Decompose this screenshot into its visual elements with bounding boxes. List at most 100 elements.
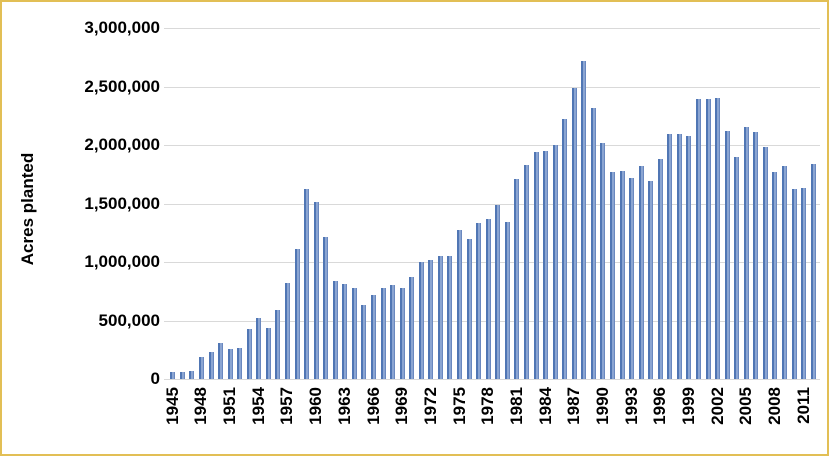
bar-1986 <box>562 119 567 379</box>
x-tick-label: 1987 <box>564 387 583 425</box>
bar-1956 <box>275 310 280 379</box>
bar-1965 <box>361 305 366 379</box>
bar-2002 <box>715 98 720 379</box>
bar-1946 <box>180 372 185 379</box>
x-tick-label: 1975 <box>450 387 469 425</box>
bar-1989 <box>591 108 596 379</box>
bar-1973 <box>438 256 443 379</box>
x-tick-label: 1999 <box>679 387 698 425</box>
bar-1954 <box>256 318 261 379</box>
bar-2012 <box>811 164 816 379</box>
bar-1963 <box>342 284 347 379</box>
x-tick-label: 1993 <box>622 387 641 425</box>
x-tick-label: 1969 <box>392 387 411 425</box>
bar-1982 <box>524 165 529 379</box>
bar-1974 <box>447 256 452 379</box>
bar-2003 <box>725 131 730 379</box>
bar-1967 <box>381 288 386 379</box>
bar-1978 <box>486 219 491 379</box>
x-tick-label: 1984 <box>536 387 555 425</box>
bar-1988 <box>581 61 586 379</box>
gridline <box>164 321 820 322</box>
x-tick-label: 1972 <box>421 387 440 425</box>
x-tick-label: 1963 <box>335 387 354 425</box>
bar-1960 <box>314 202 319 379</box>
bar-1966 <box>371 295 376 379</box>
bar-2009 <box>782 166 787 379</box>
bar-1979 <box>495 205 500 379</box>
bar-1985 <box>553 145 558 379</box>
bar-1945 <box>170 372 175 379</box>
bar-1949 <box>209 352 214 379</box>
bar-2001 <box>706 99 711 379</box>
bar-1947 <box>189 371 194 379</box>
bar-1950 <box>218 343 223 379</box>
y-tick-label: 3,000,000 <box>84 18 160 37</box>
bar-1994 <box>639 166 644 379</box>
bar-2006 <box>753 132 758 379</box>
bar-1992 <box>620 171 625 379</box>
bar-2004 <box>734 157 739 379</box>
bar-1971 <box>419 262 424 379</box>
bar-2011 <box>801 188 806 379</box>
x-tick-label: 2011 <box>794 387 813 424</box>
bar-1990 <box>600 143 605 379</box>
bar-1983 <box>534 152 539 379</box>
bar-1976 <box>467 239 472 379</box>
gridline <box>164 87 820 88</box>
x-tick-label: 1945 <box>163 387 182 425</box>
x-tick-label: 1981 <box>507 387 526 425</box>
x-tick-label: 2002 <box>708 387 727 425</box>
x-tick-label: 1948 <box>191 387 210 425</box>
x-tick-label: 1990 <box>593 387 612 425</box>
y-tick-label: 2,000,000 <box>84 135 160 154</box>
bar-2000 <box>696 99 701 379</box>
bar-1999 <box>686 136 691 379</box>
bar-1948 <box>199 357 204 379</box>
y-tick-label: 500,000 <box>98 311 160 330</box>
gridline <box>164 28 820 29</box>
bar-1996 <box>658 159 663 379</box>
bar-2007 <box>763 147 768 379</box>
gridline <box>164 145 820 146</box>
x-tick-label: 1957 <box>277 387 296 425</box>
bar-1959 <box>304 189 309 379</box>
bar-1962 <box>333 281 338 379</box>
bar-1984 <box>543 151 548 379</box>
bar-1968 <box>390 285 395 379</box>
x-tick-label: 2008 <box>765 387 784 425</box>
bar-2010 <box>792 189 797 379</box>
y-tick-label: 1,500,000 <box>84 194 160 213</box>
bar-1964 <box>352 288 357 379</box>
gridline <box>164 262 820 263</box>
bar-1980 <box>505 222 510 379</box>
x-tick-label: 1966 <box>364 387 383 425</box>
bar-1975 <box>457 230 462 379</box>
bar-1997 <box>667 134 672 379</box>
bar-1961 <box>323 237 328 379</box>
bar-1977 <box>476 223 481 379</box>
gridline <box>164 204 820 205</box>
bar-1953 <box>247 329 252 379</box>
y-tick-label: 2,500,000 <box>84 77 160 96</box>
bar-1958 <box>295 249 300 379</box>
bar-2005 <box>744 127 749 379</box>
x-tick-label: 2005 <box>736 387 755 425</box>
x-tick-label: 1951 <box>220 387 239 425</box>
bar-1952 <box>237 348 242 379</box>
bar-1969 <box>400 288 405 379</box>
bar-1991 <box>610 172 615 379</box>
bar-2008 <box>772 172 777 379</box>
bar-1995 <box>648 181 653 379</box>
bar-1955 <box>266 328 271 379</box>
x-tick-label: 1996 <box>650 387 669 425</box>
bar-1987 <box>572 88 577 379</box>
x-tick-label: 1978 <box>478 387 497 425</box>
y-tick-label: 0 <box>150 369 160 388</box>
bar-1998 <box>677 134 682 379</box>
x-tick-label: 1960 <box>306 387 325 425</box>
y-tick-label: 1,000,000 <box>84 252 160 271</box>
bar-1993 <box>629 178 634 379</box>
x-tick-label: 1954 <box>249 387 268 425</box>
